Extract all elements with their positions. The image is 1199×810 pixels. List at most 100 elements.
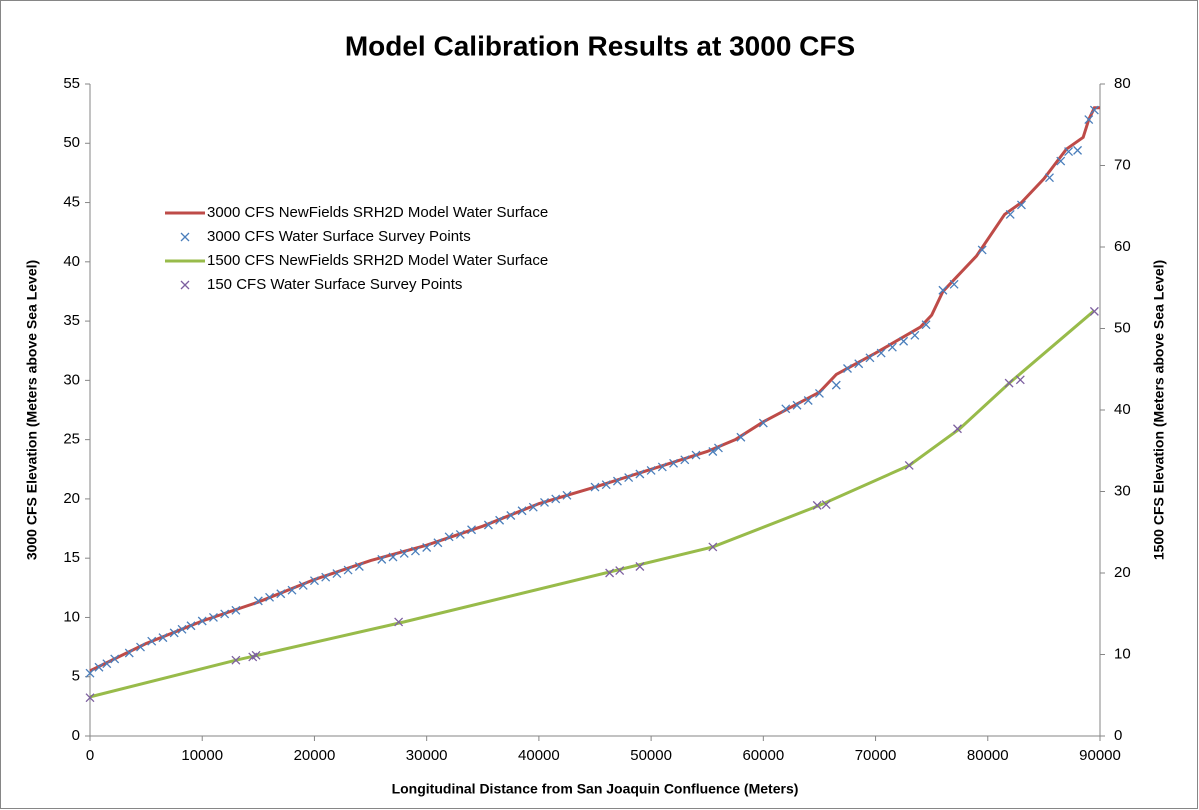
legend-label: 3000 CFS Water Surface Survey Points [207,228,471,245]
x-axis-label: Longitudinal Distance from San Joaquin C… [392,781,799,797]
survey-point [287,585,297,595]
survey-point [177,624,187,634]
survey-point [1089,105,1099,115]
survey-point [605,568,615,578]
survey-point [309,576,319,586]
survey-point [814,388,824,398]
legend-label: 1500 CFS NewFields SRH2D Model Water Sur… [207,252,548,269]
survey-point [433,538,443,548]
survey-point [910,330,920,340]
x-tick-label: 0 [86,747,94,764]
survey-point [1084,115,1094,125]
survey-point [1016,200,1026,210]
survey-point [467,525,477,535]
survey-point [781,404,791,414]
survey-point [1015,375,1025,385]
survey-point [158,633,168,643]
legend-label: 150 CFS Water Surface Survey Points [207,276,462,293]
y-tick-label: 0 [72,727,80,744]
survey-point [94,662,104,672]
survey-point [977,245,987,255]
survey-point [220,609,230,619]
y-tick-label: 15 [63,549,80,566]
survey-point [377,554,387,564]
survey-point [231,605,241,615]
y-tick-label: 20 [63,490,80,507]
survey-point [410,546,420,556]
x-tick-label: 20000 [294,747,336,764]
survey-point [708,542,718,552]
survey-point [812,500,822,510]
survey-point [590,482,600,492]
survey-point [680,455,690,465]
survey-point [713,443,723,453]
survey-point [394,617,404,627]
survey-point [887,342,897,352]
survey-point [831,380,841,390]
legend-label: 3000 CFS NewFields SRH2D Model Water Sur… [207,204,548,221]
survey-point [876,348,886,358]
y2-tick-label: 60 [1114,238,1131,255]
survey-point [865,353,875,363]
y2-tick-label: 0 [1114,727,1122,744]
y-tick-label: 35 [63,312,80,329]
survey-point [669,458,679,468]
survey-point [197,616,207,626]
survey-point [1064,147,1074,157]
survey-point [506,511,516,520]
x-tick-label: 10000 [181,747,223,764]
y2-tick-label: 40 [1114,401,1131,418]
survey-point [551,494,561,504]
survey-point [298,580,308,590]
y-tick-label: 25 [63,431,80,448]
survey-point [540,498,549,507]
survey-point [691,450,701,460]
survey-point [646,465,656,475]
survey-point [354,562,364,571]
y-tick-label: 55 [63,75,80,92]
survey-point [736,432,746,442]
survey-point [495,515,505,525]
survey-point [615,566,625,576]
survey-point [136,642,145,652]
survey-point [444,532,454,542]
survey-point [624,473,634,483]
survey-point [612,476,622,486]
survey-point [1089,306,1099,316]
y2-axis-label: 1500 CFS Elevation (Meters above Sea Lev… [1151,260,1167,560]
series-line [89,309,1096,699]
chart-title: Model Calibration Results at 3000 CFS [345,30,855,61]
survey-point [208,612,218,622]
survey-point [332,569,342,579]
survey-point [265,592,275,602]
y2-tick-label: 20 [1114,564,1131,581]
survey-point [169,628,179,638]
survey-point [231,655,241,665]
survey-point [821,500,831,509]
y2-tick-label: 80 [1114,75,1131,92]
survey-point [953,424,962,434]
survey-point [601,480,611,490]
survey-point [321,572,331,582]
y-tick-label: 10 [63,608,80,625]
x-tick-label: 80000 [967,747,1009,764]
survey-point [1056,156,1066,166]
y-tick-label: 45 [63,194,80,211]
x-tick-label: 50000 [630,747,672,764]
survey-point [904,460,914,470]
survey-point [657,462,667,472]
survey-point [899,336,909,346]
survey-point [110,654,120,664]
y2-tick-label: 50 [1114,319,1131,336]
survey-point [253,596,263,606]
survey-point [1073,145,1083,155]
survey-point [562,490,572,500]
x-tick-label: 90000 [1079,747,1121,764]
survey-point [85,668,95,678]
survey-point [1045,173,1054,183]
survey-point [635,562,645,571]
x-tick-label: 60000 [742,747,784,764]
survey-point [708,447,718,456]
survey-point [803,396,813,405]
